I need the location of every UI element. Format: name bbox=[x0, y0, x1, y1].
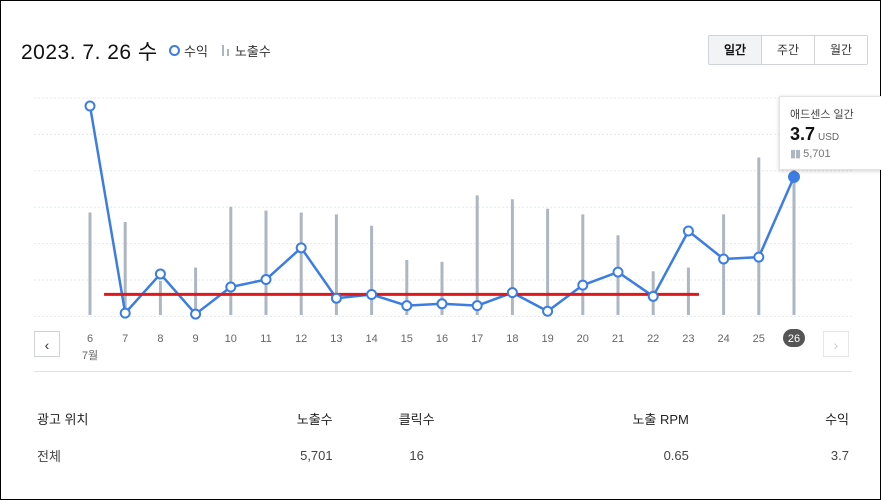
period-toggle: 일간 주간 월간 bbox=[708, 35, 868, 65]
col-revenue: 수익 bbox=[825, 411, 849, 427]
impressions-legend-marker-icon bbox=[221, 45, 230, 56]
cell-revenue: 3.7 bbox=[830, 447, 849, 463]
revenue-point bbox=[788, 170, 800, 183]
table-row: 전체 5,701 16 0.65 3.7 bbox=[21, 436, 856, 474]
bars-icon: ▮▮ bbox=[790, 148, 801, 160]
x-tick-label: 16 bbox=[436, 333, 448, 345]
revenue-point bbox=[260, 274, 272, 286]
cell-clicks: 16 bbox=[409, 447, 424, 463]
summary-table: 광고 위치 노출수 클릭수 노출 RPM 수익 전체 5,701 16 0.65… bbox=[21, 400, 856, 474]
cell-rpm: 0.65 bbox=[663, 447, 689, 463]
revenue-point bbox=[577, 279, 589, 291]
cell-impressions: 5,701 bbox=[300, 447, 333, 463]
revenue-point bbox=[647, 290, 659, 302]
col-rpm: 노출 RPM bbox=[632, 411, 689, 427]
x-tick-label: 25 bbox=[753, 333, 765, 345]
revenue-chart[interactable]: 6 7 8 9 10 11 12 13 14 15 16 17 18 19 20 21 22 23 24 25 26 7월 bbox=[0, 0, 881, 372]
tooltip-unit: USD bbox=[818, 132, 840, 143]
col-ad-position: 광고 위치 bbox=[37, 411, 89, 427]
x-month-label: 7월 bbox=[82, 349, 98, 362]
revenue-point bbox=[753, 251, 765, 263]
revenue-point bbox=[436, 298, 448, 310]
tab-monthly[interactable]: 월간 bbox=[814, 36, 867, 64]
revenue-point bbox=[225, 281, 237, 293]
revenue-point bbox=[506, 287, 518, 299]
revenue-point bbox=[718, 253, 730, 265]
prev-period-button[interactable]: ‹ bbox=[34, 331, 60, 357]
legend-revenue-label: 수익 bbox=[184, 44, 208, 59]
x-tick-label: 10 bbox=[225, 333, 237, 345]
x-tick-label: 6 bbox=[87, 333, 93, 345]
next-period-button[interactable]: › bbox=[823, 331, 849, 357]
tooltip-value: 3.7 USD bbox=[790, 124, 839, 145]
x-tick-label: 13 bbox=[330, 333, 342, 345]
x-tick-label: 11 bbox=[260, 333, 271, 345]
selected-day-badge bbox=[783, 329, 805, 347]
x-tick-label: 23 bbox=[682, 333, 694, 345]
tooltip-title: 애드센스 일간 bbox=[790, 109, 854, 121]
x-tick-label: 7 bbox=[122, 333, 128, 345]
x-tick-label: 24 bbox=[717, 333, 729, 345]
x-tick-label: 18 bbox=[506, 333, 518, 345]
x-tick-label: 15 bbox=[401, 333, 413, 345]
x-tick-label: 21 bbox=[612, 333, 624, 345]
chart-legend: 수익 노출수 bbox=[169, 41, 271, 60]
revenue-point bbox=[84, 100, 96, 112]
revenue-point bbox=[682, 225, 694, 237]
revenue-point bbox=[542, 305, 554, 317]
x-tick-label: 19 bbox=[541, 333, 553, 345]
revenue-point bbox=[119, 307, 131, 319]
tooltip-revenue: 3.7 bbox=[790, 124, 816, 144]
tab-weekly[interactable]: 주간 bbox=[761, 36, 814, 64]
col-impressions: 노출수 bbox=[296, 411, 333, 427]
chart-tooltip: 애드센스 일간 3.7 USD ▮▮ 5,701 bbox=[779, 96, 881, 170]
selected-date: 2023. 7. 26 수 bbox=[21, 41, 158, 64]
x-tick-label: 17 bbox=[471, 333, 483, 345]
table-header-row: 광고 위치 노출수 클릭수 노출 RPM 수익 bbox=[21, 400, 856, 436]
revenue-point bbox=[612, 266, 624, 278]
x-tick-label: 20 bbox=[577, 333, 589, 345]
tooltip-impressions-value: 5,701 bbox=[803, 148, 831, 160]
col-clicks: 클릭수 bbox=[398, 411, 435, 427]
x-tick-label: 8 bbox=[157, 333, 163, 345]
x-tick-label: 14 bbox=[365, 333, 377, 345]
x-tick-label: 9 bbox=[193, 333, 199, 345]
revenue-point bbox=[471, 300, 483, 312]
revenue-legend-marker-icon bbox=[169, 45, 180, 56]
revenue-point bbox=[154, 268, 166, 280]
tooltip-impressions: ▮▮ 5,701 bbox=[790, 147, 831, 160]
tab-daily[interactable]: 일간 bbox=[709, 36, 761, 64]
revenue-point bbox=[330, 292, 342, 304]
cell-position: 전체 bbox=[37, 448, 61, 464]
x-tick-label: 22 bbox=[647, 333, 659, 345]
revenue-point bbox=[401, 300, 413, 312]
revenue-point bbox=[190, 308, 202, 320]
revenue-point bbox=[295, 242, 307, 254]
x-tick-label: 12 bbox=[295, 333, 307, 345]
x-tick-label: 26 bbox=[788, 333, 800, 345]
legend-impressions-label: 노출수 bbox=[234, 44, 271, 59]
revenue-point bbox=[366, 288, 378, 300]
divider bbox=[34, 371, 852, 372]
